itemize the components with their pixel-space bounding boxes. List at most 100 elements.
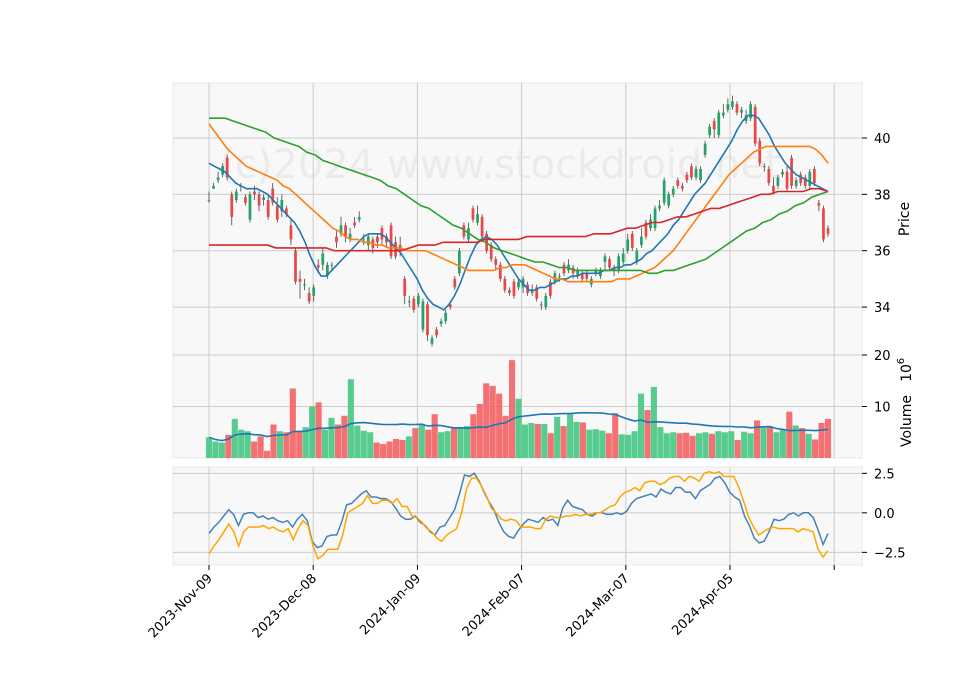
- grid-lines: [173, 83, 862, 565]
- volume-bar: [444, 431, 451, 458]
- candle-body: [699, 168, 702, 181]
- candle-body: [366, 236, 370, 246]
- volume-bar: [476, 403, 483, 458]
- candle-body: [721, 112, 725, 116]
- candle-body: [330, 264, 334, 266]
- volume-bar: [360, 430, 367, 458]
- volume-bar: [579, 422, 587, 458]
- volume-bar: [257, 436, 264, 458]
- volume-axis-label-group: Volume 10 6: [896, 358, 915, 447]
- volume-bar: [515, 398, 522, 458]
- candle-body: [731, 101, 734, 107]
- candle-body: [585, 273, 589, 279]
- candle-body: [294, 250, 297, 282]
- candle-body: [772, 185, 775, 192]
- volume-bar: [754, 420, 761, 458]
- candle-body: [380, 228, 384, 240]
- candle-body: [562, 264, 566, 274]
- x-tick-label: 2024-Apr-05: [669, 571, 736, 638]
- volume-axis-label: Volume: [899, 395, 915, 447]
- moving-average-line: [209, 187, 829, 252]
- candle-body: [325, 264, 329, 277]
- volume-bar: [747, 433, 754, 458]
- volume-bar: [554, 416, 561, 458]
- candle-body: [321, 253, 325, 265]
- candle-body: [512, 281, 516, 296]
- volume-bar: [431, 414, 438, 458]
- volume-bar: [779, 429, 786, 458]
- volume-bar: [321, 429, 329, 458]
- candle-body: [812, 168, 816, 184]
- candle-body: [353, 222, 357, 226]
- candle-body: [376, 236, 379, 243]
- indicator-lines: [208, 470, 829, 560]
- volume-bar: [289, 388, 296, 458]
- candle-body: [676, 180, 680, 186]
- price-tick-label: 38: [874, 188, 891, 203]
- volume-bar: [270, 424, 277, 458]
- volume-bar: [347, 379, 354, 458]
- x-tick-label: 2024-Mar-07: [564, 571, 633, 640]
- volume-bar: [547, 433, 554, 458]
- price-panel: [172, 82, 863, 356]
- volume-bar: [309, 406, 316, 458]
- candle-body: [271, 188, 275, 203]
- indicator-tick-label: −2.5: [874, 546, 906, 561]
- candle-body: [530, 290, 534, 293]
- candle-body: [662, 180, 666, 203]
- volume-bar: [812, 439, 819, 458]
- candle-body: [280, 199, 284, 212]
- volume-tick-label: 10: [874, 401, 891, 416]
- volume-bar: [205, 437, 213, 458]
- volume-bar: [657, 427, 664, 458]
- volume-bar: [238, 429, 245, 458]
- volume-bar: [315, 402, 322, 458]
- candle-body: [703, 143, 707, 155]
- candle-body: [253, 191, 256, 195]
- candle-body: [480, 216, 484, 237]
- candle-body: [417, 295, 420, 305]
- moving-average-line: [208, 114, 829, 311]
- candle-body: [357, 216, 361, 220]
- candle-body: [234, 191, 238, 200]
- volume-bar: [534, 424, 541, 458]
- volume-bar: [521, 424, 529, 458]
- volume-bar: [670, 432, 677, 458]
- moving-average-lines: [208, 114, 829, 311]
- volume-bar: [296, 430, 303, 458]
- volume-bar: [734, 439, 741, 458]
- volume-bar: [354, 425, 361, 458]
- candle-body: [344, 225, 347, 237]
- volume-bar: [631, 431, 638, 458]
- candle-body: [822, 208, 825, 240]
- candle-body: [316, 264, 320, 268]
- candle-body: [799, 174, 803, 184]
- candle-body: [690, 166, 693, 178]
- candle-body: [558, 276, 561, 278]
- candle-body: [612, 267, 616, 271]
- candle-body: [717, 112, 721, 136]
- candle-body: [767, 168, 771, 184]
- volume-bar: [818, 422, 825, 458]
- volume-bar: [399, 439, 406, 458]
- volume-bar: [438, 432, 445, 458]
- volume-bar: [824, 418, 832, 458]
- candle-body: [494, 259, 498, 265]
- moving-average-line: [209, 117, 829, 275]
- volume-bar: [251, 441, 258, 458]
- candle-body: [630, 233, 634, 248]
- candle-body: [275, 205, 279, 220]
- candle-body: [653, 208, 657, 229]
- volume-bar: [683, 432, 690, 458]
- candle-body: [708, 126, 712, 136]
- volume-bar: [792, 425, 799, 458]
- candle-body: [517, 281, 520, 288]
- candle-body: [503, 278, 507, 291]
- volume-bar: [276, 431, 283, 458]
- candle-body: [608, 259, 611, 268]
- volume-bars: [205, 360, 832, 458]
- volume-bar: [528, 422, 535, 458]
- volume-bar: [341, 415, 348, 458]
- volume-bar: [721, 432, 728, 458]
